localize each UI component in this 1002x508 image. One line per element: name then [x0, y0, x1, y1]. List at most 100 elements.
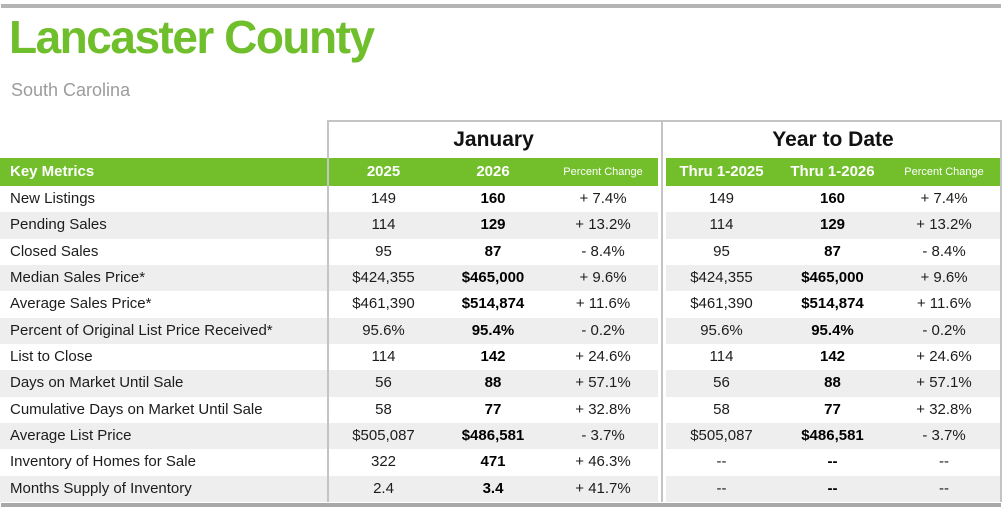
jan-2025-value: $461,390: [329, 291, 438, 318]
table-right-border: [1000, 449, 1002, 476]
table-right-border: [1000, 291, 1002, 318]
column-divider: [327, 449, 329, 476]
ytd-2025-value: 95: [666, 238, 777, 265]
jan-percent-change-value: - 0.2%: [548, 317, 658, 344]
ytd-2026-value: 129: [777, 212, 888, 239]
jan-2025-value: 114: [329, 212, 438, 239]
ytd-2026-value: 88: [777, 370, 888, 397]
table-row: Average List Price $505,087 $486,581- 3.7%…: [0, 422, 1002, 450]
section-divider: [658, 422, 666, 450]
column-divider: [327, 475, 329, 502]
metric-name-cell: Average Sales Price*: [0, 291, 327, 318]
metric-name-cell: Months Supply of Inventory: [0, 475, 327, 502]
jan-2026-value: 77: [438, 396, 548, 423]
metric-name-cell: New Listings: [0, 186, 327, 213]
jan-2025-value: 2.4: [329, 475, 438, 502]
table-right-border: [1000, 475, 1002, 502]
jan-2025-value: 58: [329, 396, 438, 423]
jan-2025-value: $505,087: [329, 422, 438, 450]
ytd-2025-header: Thru 1-2025: [666, 158, 777, 186]
ytd-2026-value: --: [777, 449, 888, 476]
ytd-2025-value: 58: [666, 396, 777, 423]
table-right-border: [1000, 317, 1002, 344]
ytd-2026-value: $486,581: [777, 422, 888, 450]
ytd-2025-value: 149: [666, 186, 777, 213]
column-divider: [327, 422, 329, 450]
top-divider: [1, 4, 1001, 8]
table-row: Days on Market Until Sale 56 88 + 57.1% 56 88…: [0, 370, 1002, 397]
table-row: Closed Sales 95 87- 8.4% 95 87- 8.4%: [0, 238, 1002, 265]
section-divider: [658, 370, 666, 397]
section-divider: [658, 475, 666, 502]
ytd-percent-change-value: + 9.6%: [888, 264, 1000, 292]
table-row: Percent of Original List Price Received*…: [0, 317, 1002, 344]
ytd-2026-value: 160: [777, 186, 888, 213]
ytd-percent-change-value: + 11.6%: [888, 291, 1000, 318]
jan-2026-value: 160: [438, 186, 548, 213]
section-divider: [658, 291, 666, 318]
ytd-2025-value: 114: [666, 212, 777, 239]
ytd-percent-change-value: + 24.6%: [888, 343, 1000, 371]
jan-2026-value: $486,581: [438, 422, 548, 450]
table-right-border: [1000, 370, 1002, 397]
jan-2025-value: 95: [329, 238, 438, 265]
page-title: Lancaster County: [9, 11, 375, 63]
jan-percent-change-value: + 46.3%: [548, 449, 658, 476]
jan-2025-header: 2025: [329, 158, 438, 186]
section-divider: [658, 449, 666, 476]
section-divider: [658, 186, 666, 213]
ytd-2026-value: $514,874: [777, 291, 888, 318]
ytd-2025-value: 56: [666, 370, 777, 397]
jan-2026-value: 95.4%: [438, 317, 548, 344]
jan-2026-value: 471: [438, 449, 548, 476]
ytd-percent-change-value: - 3.7%: [888, 422, 1000, 450]
ytd-2025-value: --: [666, 475, 777, 502]
table-row: New Listings 149 160 + 7.4% 149 160 + 7.4%: [0, 186, 1002, 213]
column-divider: [327, 291, 329, 318]
table-right-border: [1000, 212, 1002, 239]
table-right-border: [1000, 396, 1002, 423]
jan-percent-change-value: + 57.1%: [548, 370, 658, 397]
ytd-percent-change-value: --: [888, 475, 1000, 502]
jan-2025-value: 149: [329, 186, 438, 213]
table-row: Average Sales Price* $461,390 $514,874 + 11…: [0, 291, 1002, 318]
table-right-border: [1000, 238, 1002, 265]
ytd-percent-change-value: + 57.1%: [888, 370, 1000, 397]
jan-percent-change-value: - 3.7%: [548, 422, 658, 450]
section-divider: [658, 212, 666, 239]
metric-name-cell: Median Sales Price*: [0, 264, 327, 292]
ytd-2026-value: $465,000: [777, 264, 888, 292]
metric-name-cell: Average List Price: [0, 422, 327, 450]
ytd-2025-value: 114: [666, 343, 777, 371]
table-row: Inventory of Homes for Sale 322 471 + 46.3%…: [0, 449, 1002, 476]
jan-2026-value: 129: [438, 212, 548, 239]
ytd-2026-value: 77: [777, 396, 888, 423]
key-metrics-header: Key Metrics: [0, 158, 327, 186]
table-row: Median Sales Price* $424,355 $465,000 + 9.6…: [0, 264, 1002, 292]
ytd-2026-value: --: [777, 475, 888, 502]
ytd-percent-change-value: --: [888, 449, 1000, 476]
ytd-2025-value: 95.6%: [666, 317, 777, 344]
ytd-percent-change-value: - 8.4%: [888, 238, 1000, 265]
jan-2026-value: 87: [438, 238, 548, 265]
table-body: New Listings 149 160 + 7.4% 149 160 + 7.4% Pend…: [0, 186, 1002, 502]
jan-2026-header: 2026: [438, 158, 548, 186]
ytd-2026-value: 87: [777, 238, 888, 265]
column-divider: [327, 370, 329, 397]
column-divider: [327, 120, 329, 158]
metric-name-cell: Inventory of Homes for Sale: [0, 449, 327, 476]
column-divider: [327, 212, 329, 239]
page-subtitle: South Carolina: [11, 80, 131, 100]
column-divider: [327, 343, 329, 371]
ytd-percent-change-value: + 32.8%: [888, 396, 1000, 423]
jan-percent-change-value: + 41.7%: [548, 475, 658, 502]
ytd-2026-value: 95.4%: [777, 317, 888, 344]
table-row: Cumulative Days on Market Until Sale 58 77…: [0, 396, 1002, 423]
jan-percent-change-value: + 11.6%: [548, 291, 658, 318]
metric-name-cell: Closed Sales: [0, 238, 327, 265]
jan-percent-change-value: + 24.6%: [548, 343, 658, 371]
bottom-divider: [1, 503, 1001, 507]
table-row: List to Close 114 142 + 24.6% 114 142 + 24.6%: [0, 343, 1002, 371]
table-right-border: [1000, 343, 1002, 371]
